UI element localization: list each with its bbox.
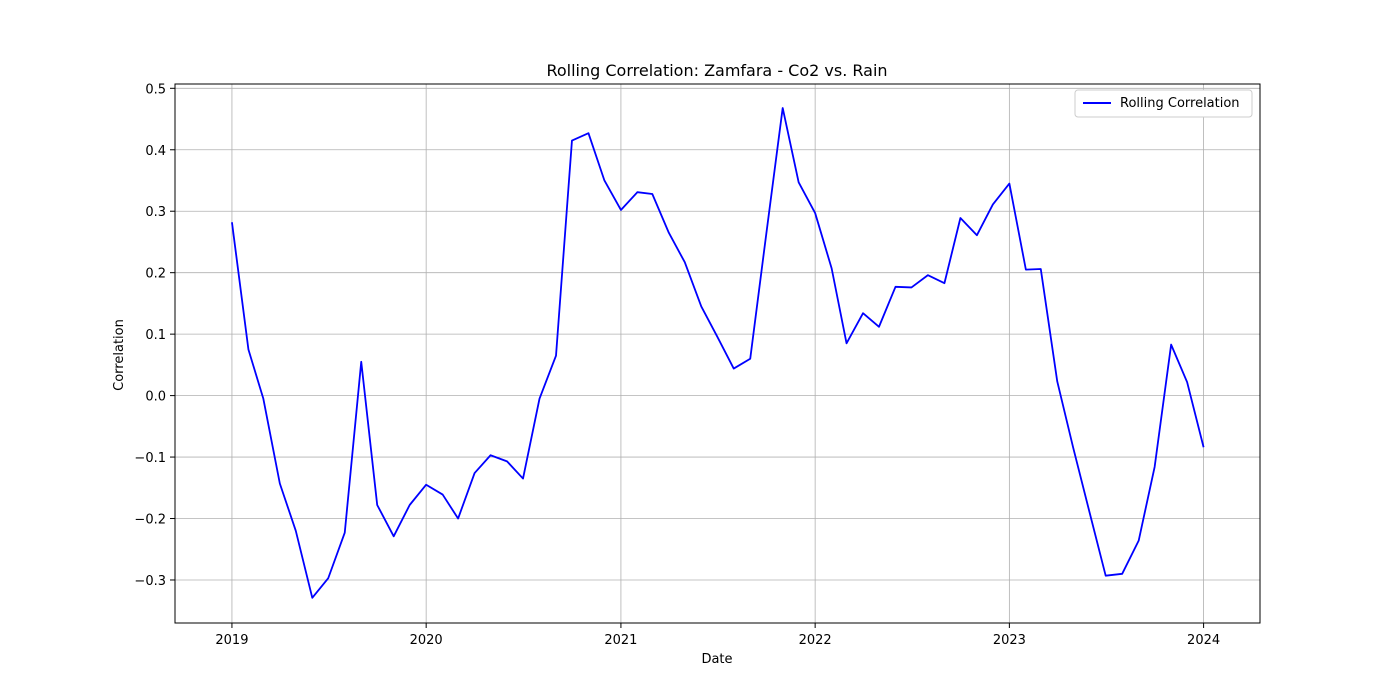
y-tick-label: 0.0 <box>145 390 166 405</box>
x-tick-label: 2024 <box>1187 633 1220 648</box>
x-tick-label: 2022 <box>799 633 832 648</box>
x-tick-label: 2023 <box>993 633 1026 648</box>
y-tick-label: 0.3 <box>145 205 166 220</box>
y-tick-label: −0.1 <box>134 451 166 466</box>
chart-title: Rolling Correlation: Zamfara - Co2 vs. R… <box>546 61 887 80</box>
y-tick-label: 0.1 <box>145 328 166 343</box>
y-tick-label: −0.2 <box>134 513 166 528</box>
axes: 2019 2020 2021 2022 2023 2024 −0.3 −0.2 −0.1 0.0 0… <box>134 82 1220 648</box>
y-tick-label: −0.3 <box>134 574 166 589</box>
series-layer <box>231 107 1205 599</box>
legend-label: Rolling Correlation <box>1120 96 1240 111</box>
grid <box>175 84 1260 623</box>
legend-box <box>1074 89 1253 118</box>
y-tick-label: 0.4 <box>145 144 166 159</box>
x-axis-label: Date <box>701 652 732 667</box>
series-line <box>231 107 1205 599</box>
x-tick-label: 2020 <box>410 633 443 648</box>
y-tick-label: 0.2 <box>145 267 166 282</box>
y-axis-label: Correlation <box>112 319 127 391</box>
y-tick-label: 0.5 <box>145 82 166 97</box>
plot-frame <box>174 83 1261 624</box>
x-tick-label: 2021 <box>604 633 637 648</box>
legend: Rolling Correlation <box>1074 89 1253 118</box>
x-tick-label: 2019 <box>215 633 248 648</box>
